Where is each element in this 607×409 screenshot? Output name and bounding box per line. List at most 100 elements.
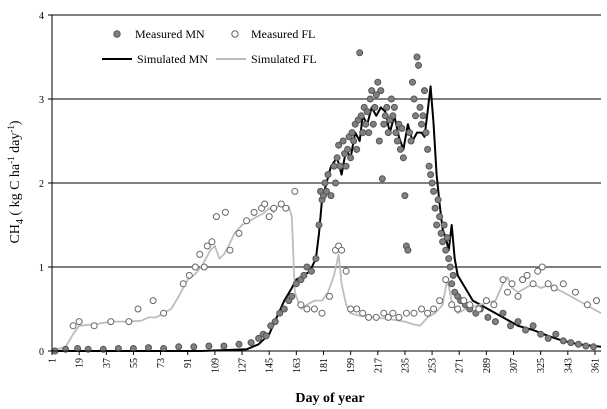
series-2-point-35 [323,187,330,195]
x-tick-label-15: 271 [455,358,466,373]
y-axis-label: CH4 ( kg C ha-1 day-1) [6,120,26,243]
series-3-point-65 [523,271,531,279]
series-2-point-52 [353,145,361,153]
series-2-point-83 [399,154,407,162]
series-2-point-15 [255,334,263,342]
x-tick-label-13: 235 [400,358,411,373]
series-3-point-41 [372,313,380,321]
series-3-point-26 [282,204,290,212]
series-3-point-32 [326,292,333,300]
series-2-point-107 [436,213,444,221]
series-3-point-51 [436,297,444,305]
series-2-point-77 [390,103,398,111]
series-3-point-53 [448,301,456,309]
series-2-point-65 [372,91,380,99]
y-tick-label-3: 3 [39,95,44,106]
series-2-point-12 [220,342,228,350]
series-3-point-54 [454,305,462,313]
x-tick-label-0: 1 [48,358,59,363]
series-3-point-13 [203,242,211,250]
series-2-point-88 [407,137,415,145]
y-tick-labels: 0 1 2 3 4 [39,11,52,358]
series-2-point-79 [393,137,401,145]
series-3-point-11 [196,250,204,258]
series-2-point-95 [418,120,425,128]
series-2-point-23 [288,292,296,300]
x-tick-label-8: 145 [265,358,276,373]
series-3-point-31 [318,309,326,317]
series-3-point-30 [310,305,318,313]
series-3-point-39 [359,309,367,317]
series-2-point-131 [537,330,545,338]
series-2-point-78 [392,129,400,137]
series-2-point-113 [445,255,453,263]
series-3-point-64 [519,276,527,284]
series-2-point-84 [401,192,409,200]
series-line-0 [52,85,602,352]
series-2-point-28 [307,267,315,275]
series-2-point-109 [439,238,447,246]
x-tick-label-16: 289 [482,358,493,373]
series-lines [51,85,602,352]
series-2-point-29 [312,255,320,263]
series-2-point-116 [449,271,457,279]
series-2-point-81 [396,145,404,153]
x-tick-label-6: 109 [210,358,221,373]
series-2-point-10 [190,343,198,351]
series-2-point-106 [434,196,442,204]
series-3-point-50 [430,305,438,313]
series-2-point-136 [574,340,582,348]
series-3-point-52 [442,276,450,284]
x-tick-label-14: 253 [428,358,439,373]
legend-label-measured-fl: Measured FL [251,27,315,41]
x-tick-label-12: 217 [373,358,384,373]
x-tick-label-9: 163 [292,358,303,373]
series-2-point-97 [421,87,428,95]
series-2-point-43 [339,137,347,145]
x-tick-label-5: 91 [183,358,194,368]
series-3-point-62 [508,280,516,288]
series-2-point-128 [514,318,522,326]
x-tick-label-11: 199 [346,358,357,373]
series-3-point-47 [410,309,418,317]
series-2-point-14 [247,339,255,347]
series-2-point-135 [567,339,575,347]
x-tick-label-4: 73 [156,358,167,368]
series-3-point-17 [226,246,234,254]
series-2-point-73 [384,129,392,137]
series-2-point-62 [368,87,376,95]
x-tick-label-3: 55 [129,358,140,368]
series-2-point-72 [383,103,391,111]
series-3-point-67 [534,267,542,275]
series-3-point-61 [504,288,511,296]
series-3-point-40 [365,313,373,321]
series-2-point-64 [371,103,379,111]
series-3-point-42 [380,309,388,317]
series-3-point-9 [185,271,193,279]
x-tick-label-10: 181 [319,358,330,373]
series-2-point-71 [381,112,389,120]
series-3-point-48 [418,305,425,313]
series-2-point-66 [374,78,382,86]
y-tick-label-0: 0 [39,347,44,358]
series-3-point-20 [250,208,258,216]
x-tick-label-19: 343 [563,358,574,373]
series-2-point-86 [404,246,412,254]
series-2-point-82 [398,124,406,132]
series-2-point-126 [499,309,507,317]
series-3-point-4 [125,318,133,326]
series-3-point-58 [482,297,490,305]
series-2-point-125 [491,318,499,326]
series-2-point-96 [419,112,427,120]
series-2-point-132 [544,334,552,342]
legend-marker-filled-icon [113,30,121,38]
series-3-point-23 [265,213,273,221]
x-axis-label: Day of year [295,391,364,406]
series-2-point-94 [416,103,424,111]
series-3-point-55 [460,297,468,305]
series-2-point-127 [507,322,514,330]
series-3-point-36 [342,267,350,275]
series-3-point-66 [529,280,537,288]
series-2-point-38 [330,162,338,170]
series-3-point-60 [499,276,507,284]
